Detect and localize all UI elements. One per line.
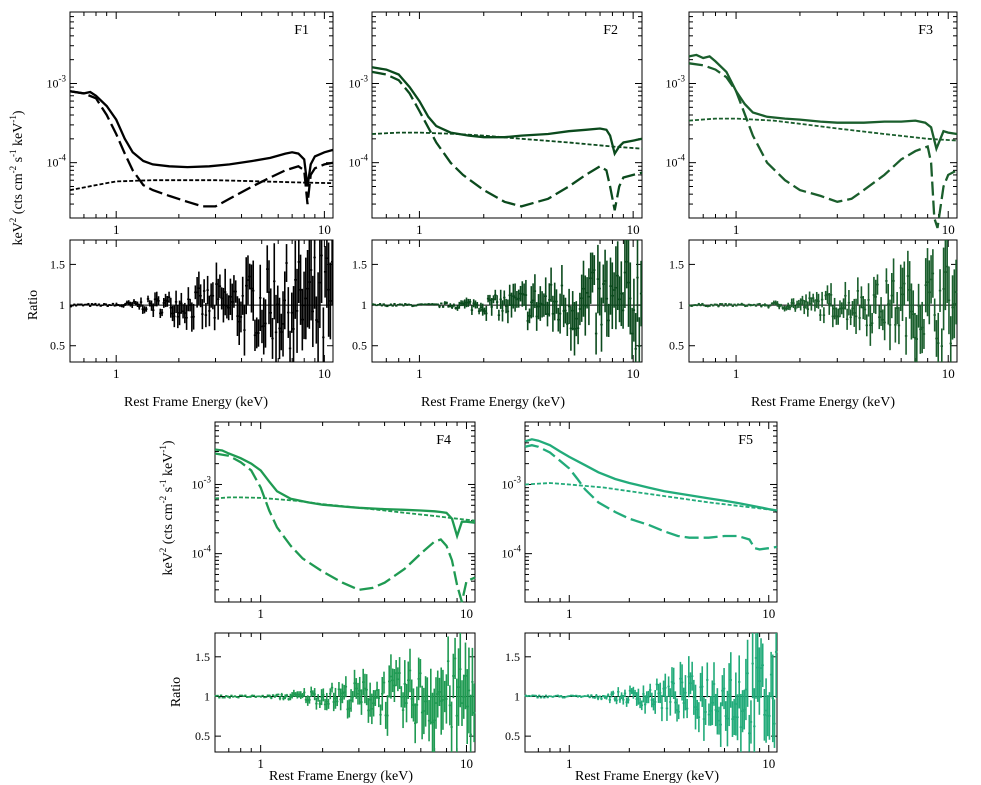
panel-f1: 10-3 10-4 1 1 10 10 F1 1.5 1 0.5 (47, 11, 334, 381)
spectrum-frame-f1 (69, 11, 334, 219)
series-solid-f3 (688, 53, 958, 153)
xlabel-f3: Rest Frame Energy (keV) (751, 395, 895, 410)
ratio-frame-f5 (524, 632, 778, 753)
spectrum-ytick-label: 10-3 (47, 73, 67, 90)
ratio-ytick-label: 0.5 (669, 339, 684, 353)
ratio-xtick-label: 10 (627, 366, 640, 381)
ratio-ytick-label: 1 (514, 689, 520, 703)
spectrum-xtick-label: 10 (318, 222, 331, 237)
ratio-ytick-label: 0.5 (195, 729, 210, 743)
ratio-frame-f4 (214, 632, 476, 753)
ratio-xtick-label: 1 (257, 756, 264, 771)
ratio-xtick-label: 1 (113, 366, 120, 381)
series-solid-f4 (214, 448, 476, 540)
spectrum-xtick-label: 10 (762, 606, 775, 621)
ratio-frame-f2 (371, 239, 643, 363)
series-dashed-f1 (69, 90, 334, 208)
ratio-xtick-label: 1 (566, 756, 573, 771)
xlabel-f4: Rest Frame Energy (keV) (269, 769, 413, 784)
ratio-xtick-label: 10 (762, 756, 775, 771)
ratio-ytick-label: 0.5 (50, 339, 65, 353)
ratio-ytick-label: 1.5 (195, 650, 210, 664)
ratio-ylabel-top: Ratio (26, 290, 41, 320)
series-dashed-f4 (214, 452, 476, 603)
spectrum-xtick-label: 1 (566, 606, 573, 621)
xlabel-f5: Rest Frame Energy (keV) (575, 769, 719, 784)
panel-title-f4: F4 (436, 433, 451, 448)
ratio-ytick-label: 1.5 (352, 257, 367, 271)
series-solid-f5 (524, 438, 778, 512)
panel-title-f2: F2 (603, 23, 618, 38)
series-dashed-f3 (688, 62, 958, 229)
xlabel-f1: Rest Frame Energy (keV) (124, 395, 268, 410)
spectrum-ylabel-bottom: keV2 (cts cm-2 s-1 keV-1) (158, 440, 176, 575)
spectrum-ytick-label: 10-3 (502, 474, 522, 491)
panel-f5: 10-3 10-4 1 1 10 10 F5 1.5 1 0.5 (502, 421, 778, 771)
spectrum-ytick-label: 10-3 (349, 73, 369, 90)
ratio-frame-f3 (688, 239, 958, 363)
ratio-ytick-label: 1 (678, 298, 684, 312)
ratio-xtick-label: 10 (318, 366, 331, 381)
ratio-ytick-label: 1.5 (50, 257, 65, 271)
spectrum-ylabel-top: keV2 (cts cm-2 s-1 keV-1) (8, 110, 26, 245)
panel-title-f3: F3 (918, 23, 933, 38)
ratio-xtick-label: 1 (733, 366, 740, 381)
ratio-ytick-label: 0.5 (352, 339, 367, 353)
spectrum-ytick-label: 10-3 (192, 474, 212, 491)
ratio-xtick-label: 10 (460, 756, 473, 771)
ratio-ytick-label: 1 (361, 298, 367, 312)
series-dotted-f2 (371, 131, 643, 150)
panel-f4: 10-3 10-4 1 1 10 10 F4 1.5 1 0.5 (192, 421, 476, 771)
series-solid-f2 (371, 66, 643, 157)
ratio-ytick-label: 1.5 (505, 650, 520, 664)
series-dotted-f3 (688, 117, 958, 142)
spectrum-xtick-label: 10 (627, 222, 640, 237)
spectrum-frame-f3 (688, 11, 958, 219)
spectrum-xtick-label: 1 (113, 222, 120, 237)
series-solid-f1 (69, 90, 334, 187)
series-dotted-f5 (524, 482, 778, 512)
panel-title-f5: F5 (738, 433, 753, 448)
series-dotted-f1 (69, 179, 334, 191)
spectrum-ytick-label: 10-4 (349, 153, 369, 170)
ratio-ytick-label: 1 (204, 689, 210, 703)
spectrum-ytick-label: 10-4 (666, 153, 686, 170)
ratio-ytick-label: 1.5 (669, 257, 684, 271)
ratio-frame-f1 (69, 239, 334, 363)
xlabel-f2: Rest Frame Energy (keV) (421, 395, 565, 410)
panel-f3: 10-3 10-4 1 1 10 10 F3 1.5 1 0.5 (666, 11, 958, 381)
spectrum-xtick-label: 10 (460, 606, 473, 621)
spectrum-xtick-label: 1 (416, 222, 423, 237)
spectrum-xtick-label: 1 (257, 606, 264, 621)
ratio-ylabel-bottom: Ratio (169, 677, 184, 707)
spectrum-ytick-label: 10-3 (666, 73, 686, 90)
spectrum-frame-f5 (524, 421, 778, 603)
series-dashed-f5 (524, 444, 778, 551)
spectrum-frame-f2 (371, 11, 643, 219)
ratio-ytick-label: 1 (59, 298, 65, 312)
series-dotted-f4 (214, 496, 476, 522)
panel-f2: 10-3 10-4 1 1 10 10 F2 1.5 1 0.5 (349, 11, 643, 381)
spectrum-ytick-label: 10-4 (47, 153, 67, 170)
panel-title-f1: F1 (294, 23, 309, 38)
spectrum-xtick-label: 10 (942, 222, 955, 237)
ratio-xtick-label: 10 (942, 366, 955, 381)
ratio-xtick-label: 1 (416, 366, 423, 381)
spectrum-ytick-label: 10-4 (192, 544, 212, 561)
spectrum-xtick-label: 1 (733, 222, 740, 237)
ratio-ytick-label: 0.5 (505, 729, 520, 743)
spectrum-ytick-label: 10-4 (502, 544, 522, 561)
